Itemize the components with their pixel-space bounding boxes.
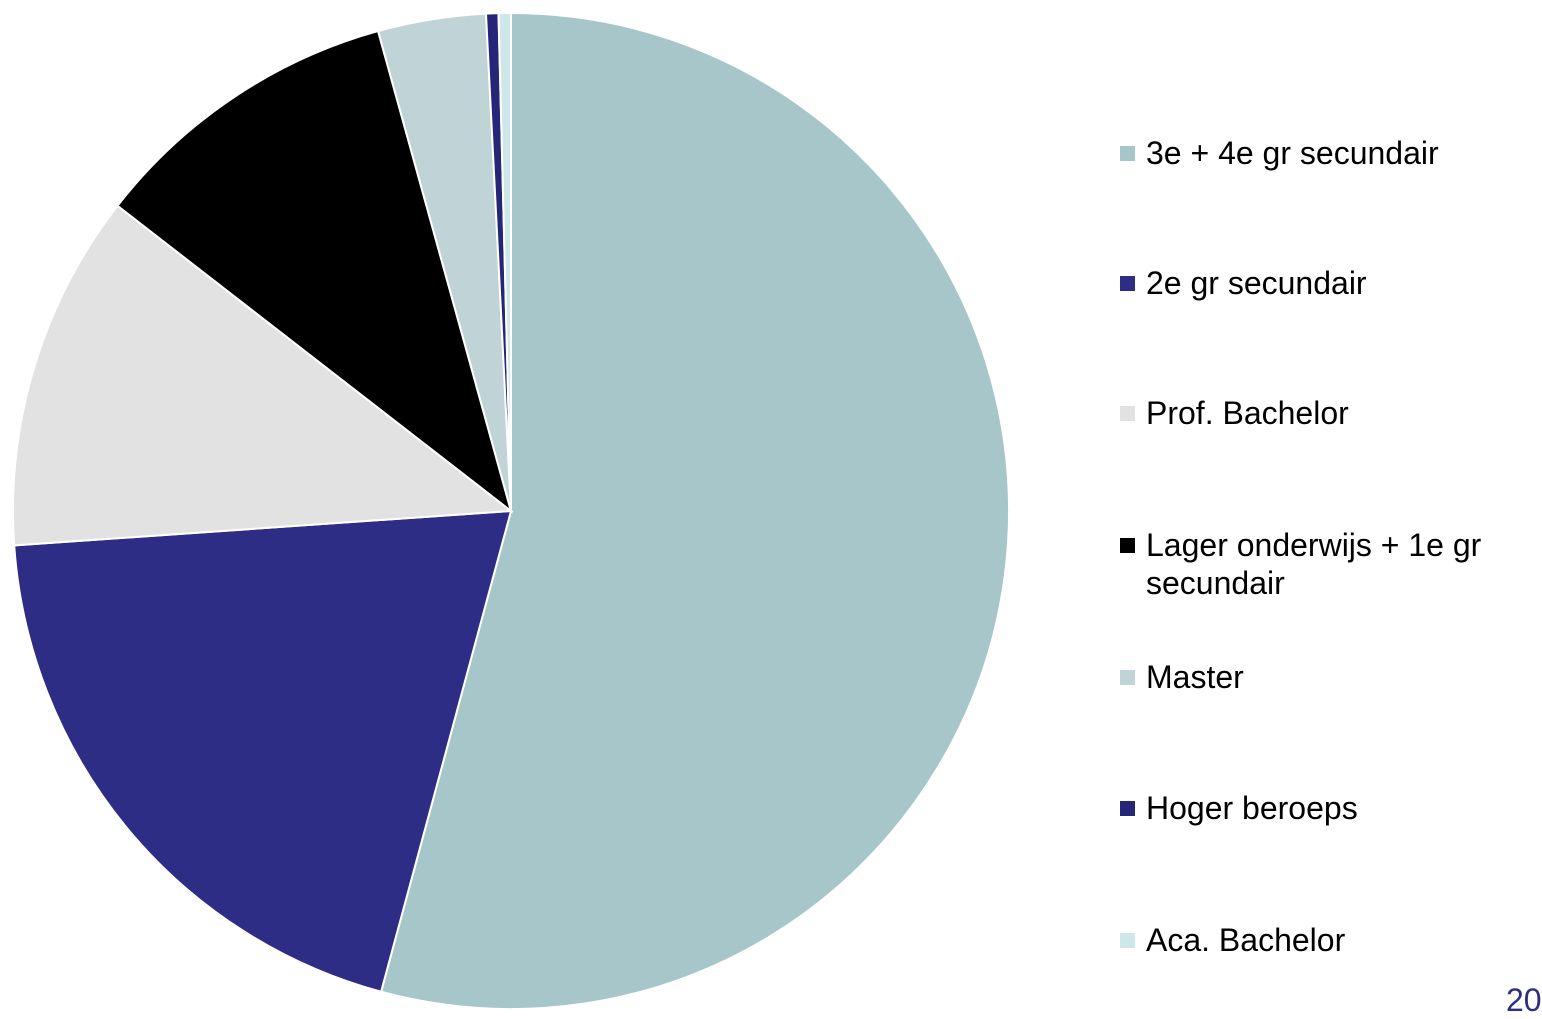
legend-swatch xyxy=(1120,146,1135,161)
legend-item: Hoger beroeps xyxy=(1120,789,1530,827)
legend-swatch xyxy=(1120,801,1135,816)
legend-item: Prof. Bachelor xyxy=(1120,394,1530,432)
pie-slice xyxy=(116,29,513,514)
legend-item: 3e + 4e gr secundair xyxy=(1120,134,1530,172)
legend-label: Master xyxy=(1146,659,1244,695)
legend-label: Hoger beroeps xyxy=(1146,790,1358,826)
legend-label: Lager onderwijs + 1e gr secundair xyxy=(1146,527,1482,601)
legend-label: Aca. Bachelor xyxy=(1146,922,1346,958)
pie-slice xyxy=(497,11,512,512)
legend-item: Lager onderwijs + 1e gr secundair xyxy=(1120,526,1530,602)
legend-label: Prof. Bachelor xyxy=(1146,395,1349,431)
pie-slice xyxy=(12,204,514,547)
pie-slice xyxy=(13,509,513,993)
legend-swatch xyxy=(1120,538,1135,553)
legend-item: Master xyxy=(1120,658,1530,696)
legend-swatch xyxy=(1120,670,1135,685)
legend-label: 2e gr secundair xyxy=(1146,265,1367,301)
legend-item: 2e gr secundair xyxy=(1120,264,1530,302)
pie-slice xyxy=(379,11,1010,1009)
legend-swatch xyxy=(1120,933,1135,948)
legend-swatch xyxy=(1120,276,1135,291)
page-number: 20 xyxy=(1506,982,1542,1018)
legend-label: 3e + 4e gr secundair xyxy=(1146,135,1439,171)
legend-swatch xyxy=(1120,406,1135,421)
legend-item: Aca. Bachelor xyxy=(1120,921,1530,959)
pie-chart xyxy=(12,11,1010,1009)
